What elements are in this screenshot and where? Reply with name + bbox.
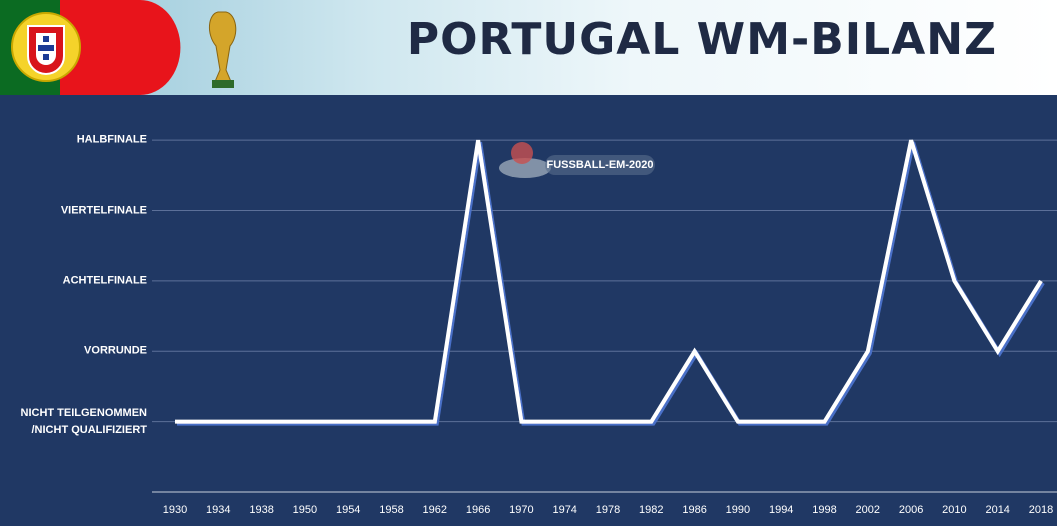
header: PORTUGAL WM-BILANZ	[0, 0, 1057, 95]
x-tick-label: 2006	[899, 504, 923, 516]
watermark-logo	[499, 158, 551, 178]
x-tick-label: 2010	[942, 504, 966, 516]
watermark-ball	[511, 142, 533, 164]
x-tick-label: 1958	[379, 504, 403, 516]
x-tick-label: 2018	[1029, 504, 1053, 516]
x-tick-label: 1994	[769, 504, 793, 516]
x-tick-label: 1966	[466, 504, 490, 516]
x-tick-label: 1982	[639, 504, 663, 516]
x-tick-label: 1970	[509, 504, 533, 516]
y-tick-label: HALBFINALE	[76, 133, 147, 146]
trophy-base	[212, 80, 234, 88]
x-tick-label: 1950	[293, 504, 317, 516]
flag-quinas	[38, 36, 54, 60]
x-tick-label: 1978	[596, 504, 620, 516]
y-tick-label: NICHT TEILGENOMMEN /NICHT QUALIFIZIERT	[20, 406, 148, 436]
x-tick-label: 1990	[726, 504, 750, 516]
x-tick-label: 1930	[163, 504, 187, 516]
watermark-bg	[545, 155, 655, 175]
x-tick-label: 1934	[206, 504, 230, 516]
x-tick-label: 1954	[336, 504, 360, 516]
x-tick-label: 1938	[249, 504, 273, 516]
x-tick-label: 2002	[856, 504, 880, 516]
y-tick-label: VORRUNDE	[84, 344, 147, 357]
x-tick-label: 1986	[682, 504, 706, 516]
x-tick-label: 1974	[552, 504, 576, 516]
line	[175, 139, 1043, 424]
y-tick-label: VIERTELFINALE	[60, 204, 147, 217]
watermark: FUSSBALL-EM-2020	[547, 159, 654, 171]
x-tick-label: 2014	[985, 504, 1009, 516]
chart-title: PORTUGAL WM-BILANZ	[406, 14, 997, 65]
header-graphics	[0, 0, 237, 95]
x-tick-label: 1998	[812, 504, 836, 516]
x-tick-label: 1962	[423, 504, 447, 516]
y-tick-label: ACHTELFINALE	[62, 274, 147, 287]
